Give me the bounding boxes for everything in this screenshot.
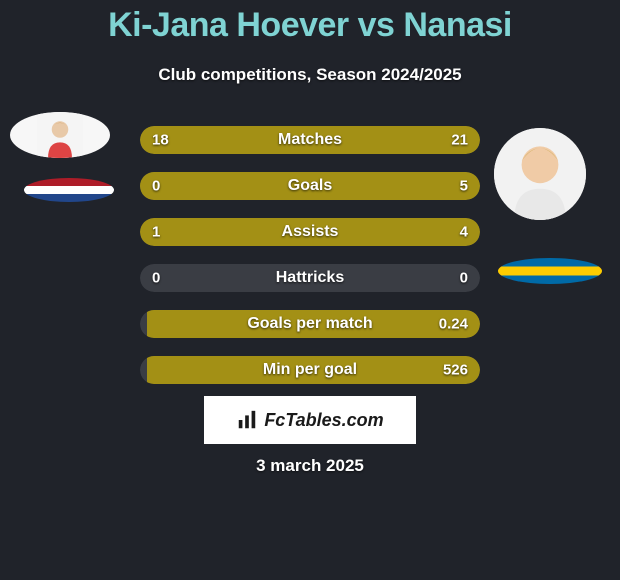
stat-row: Goals0 5 xyxy=(140,172,480,200)
stat-row: Goals per match0.24 xyxy=(140,310,480,338)
stat-value-left: 0 xyxy=(152,270,160,287)
player-avatar-left xyxy=(10,112,110,158)
source-logo: FcTables.com xyxy=(204,396,416,444)
stat-row: Matches18 21 xyxy=(140,126,480,154)
stat-value-left: 18 xyxy=(152,132,169,149)
stat-value-right: 5 xyxy=(460,178,468,195)
avatar-placeholder-icon xyxy=(494,128,586,220)
player-avatar-right xyxy=(494,128,586,220)
page-subtitle: Club competitions, Season 2024/2025 xyxy=(0,65,620,85)
source-logo-text: FcTables.com xyxy=(264,410,383,431)
stat-value-left: 1 xyxy=(152,224,160,241)
stat-row: Assists1 4 xyxy=(140,218,480,246)
stat-value-right: 0 xyxy=(460,270,468,287)
avatar-placeholder-icon xyxy=(10,112,110,158)
stat-value-right: 4 xyxy=(460,224,468,241)
stat-row: Min per goal526 xyxy=(140,356,480,384)
stat-value-right: 21 xyxy=(451,132,468,149)
player-flag-right xyxy=(498,258,602,284)
stat-value-left: 0 xyxy=(152,178,160,195)
player-flag-left xyxy=(24,178,114,202)
stat-label: Min per goal xyxy=(140,361,480,379)
stat-label: Hattricks xyxy=(140,269,480,287)
stat-value-right: 526 xyxy=(443,362,468,379)
stat-label: Goals per match xyxy=(140,315,480,333)
stat-label: Goals xyxy=(140,177,480,195)
stat-row: Hattricks0 0 xyxy=(140,264,480,292)
comparison-bars: Matches1821Goals05Assists14Hattricks00Go… xyxy=(140,126,480,402)
stat-value-right: 0.24 xyxy=(439,316,468,333)
page-title: Ki-Jana Hoever vs Nanasi xyxy=(0,0,620,45)
date-text: 3 march 2025 xyxy=(0,456,620,476)
chart-icon xyxy=(236,409,258,431)
stat-label: Assists xyxy=(140,223,480,241)
stat-label: Matches xyxy=(140,131,480,149)
comparison-infographic: Ki-Jana Hoever vs Nanasi Club competitio… xyxy=(0,0,620,580)
